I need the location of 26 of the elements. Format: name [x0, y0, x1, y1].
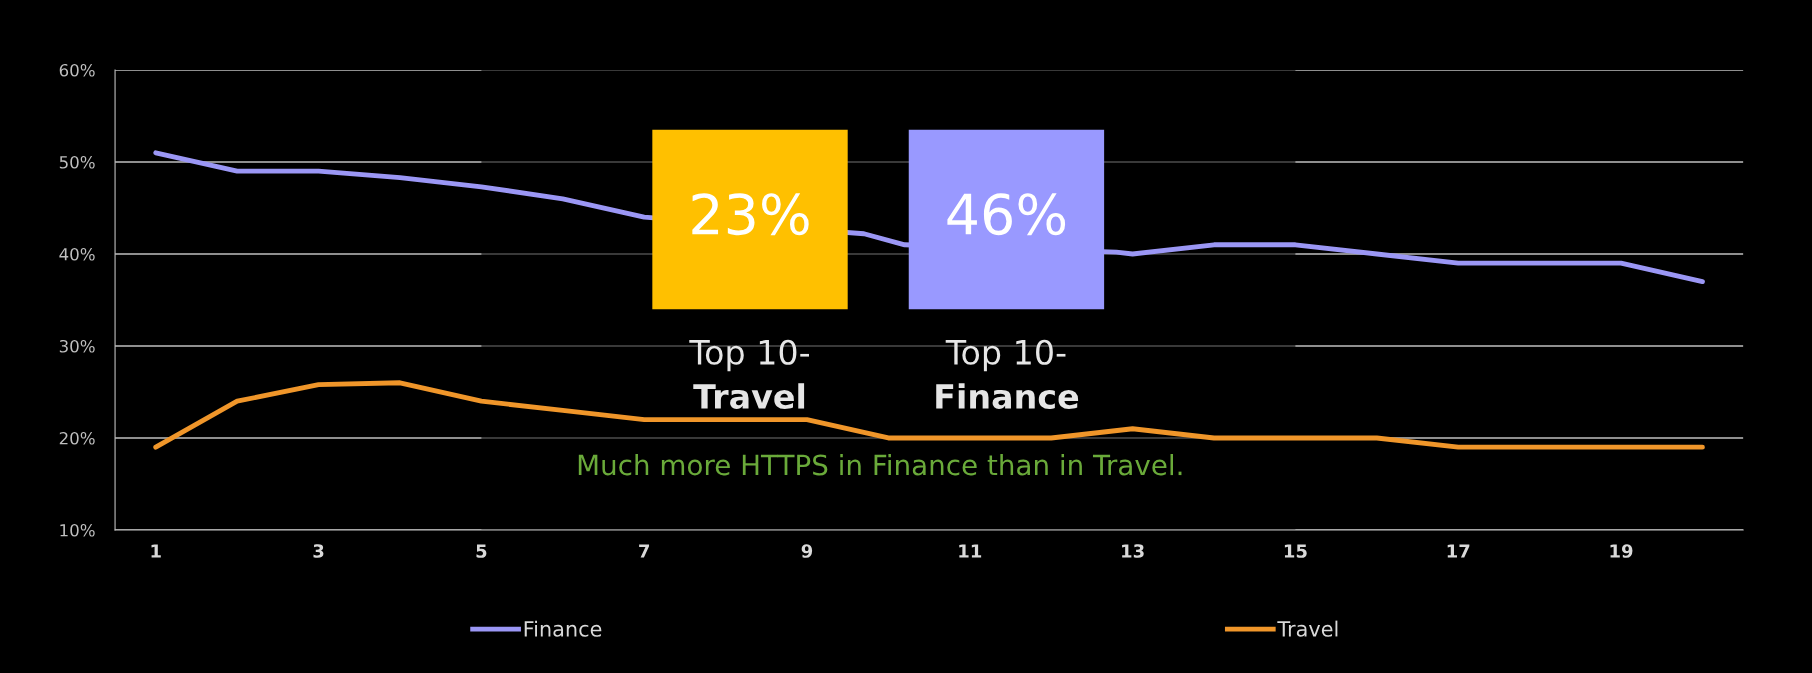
line-series: [153, 380, 1705, 450]
legend-label: Finance: [524, 620, 602, 637]
y-tick-label: 30%: [59, 339, 95, 353]
legend-label: Travel: [1277, 620, 1338, 637]
annotation: Travel: [693, 383, 805, 410]
annotation: Finance: [936, 383, 1079, 410]
x-tick-label: 9: [801, 544, 813, 558]
y-tick-label: 40%: [59, 247, 95, 261]
annotation: Much more HTTPS in Finance than in Travel.: [578, 453, 1182, 476]
annotation: 46%: [947, 193, 1066, 236]
y-tick-label: 10%: [60, 523, 95, 537]
y-tick-label: 60%: [59, 63, 95, 77]
x-tick-label: 13: [1122, 544, 1144, 558]
annotation: Top 10-: [689, 339, 810, 372]
x-tick-label: 5: [476, 544, 487, 558]
y-tick-label: 20%: [59, 431, 95, 445]
x-tick-label: 15: [1284, 544, 1307, 558]
x-tick-label: 17: [1447, 544, 1470, 558]
x-tick-label: 11: [959, 544, 982, 558]
x-tick-label: 3: [313, 544, 324, 558]
x-tick-label: 7: [639, 544, 650, 558]
x-tick-label: 1: [151, 544, 161, 558]
y-tick-label: 50%: [59, 155, 95, 169]
x-tick-label: 19: [1610, 544, 1633, 558]
annotation: Top 10-: [945, 339, 1066, 372]
annotation: 23%: [692, 193, 809, 236]
